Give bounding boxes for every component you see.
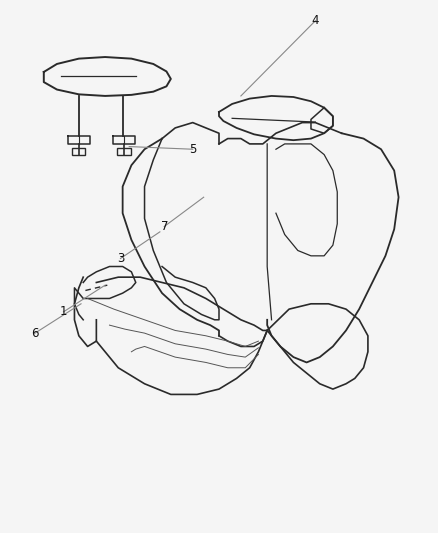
Text: 1: 1 bbox=[60, 305, 67, 318]
Text: 6: 6 bbox=[31, 327, 39, 340]
Text: 5: 5 bbox=[189, 143, 196, 156]
Text: 3: 3 bbox=[117, 252, 124, 265]
Text: 4: 4 bbox=[311, 14, 319, 27]
Text: 7: 7 bbox=[160, 220, 168, 233]
